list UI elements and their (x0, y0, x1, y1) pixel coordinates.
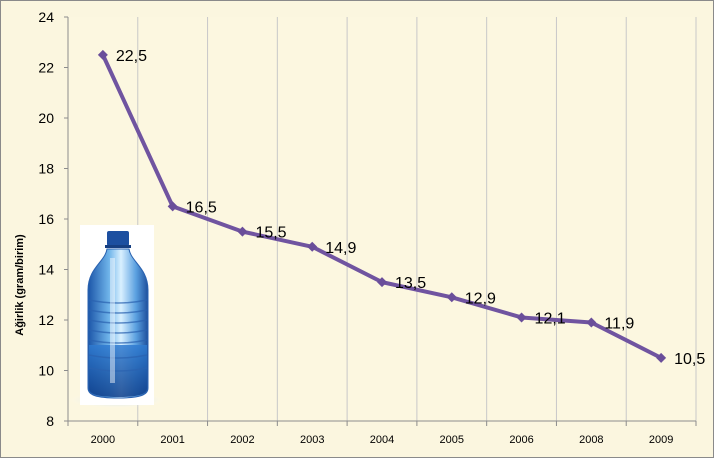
y-tick-label: 24 (38, 9, 54, 25)
plot-area (68, 17, 696, 421)
data-label: 12,1 (535, 310, 566, 327)
x-tick-label: 2000 (91, 434, 115, 446)
data-point (307, 241, 318, 252)
data-point (167, 201, 178, 212)
x-tick-label: 2005 (440, 434, 464, 446)
data-point (237, 226, 248, 237)
data-point (377, 277, 387, 288)
x-tick-label: 2008 (579, 434, 603, 446)
data-point (516, 312, 527, 323)
y-axis-label: Ağirlik (gram/birim) (14, 234, 26, 336)
y-tick-label: 20 (38, 110, 54, 126)
y-tick-label: 16 (38, 211, 54, 227)
data-label: 14,9 (325, 240, 356, 257)
data-label: 11,9 (604, 316, 634, 333)
data-label: 22,5 (116, 48, 147, 65)
x-tick-label: 2004 (370, 434, 394, 446)
x-tick-label: 2006 (509, 434, 533, 446)
x-tick-label: 2003 (300, 434, 324, 446)
y-tick-label: 8 (46, 413, 54, 429)
data-point (586, 317, 597, 328)
data-point (656, 352, 667, 363)
data-point (97, 49, 108, 60)
x-tick-label: 2001 (160, 434, 184, 446)
data-label: 10,5 (674, 351, 705, 368)
y-tick-label: 10 (38, 363, 54, 379)
y-tick-label: 12 (38, 312, 54, 328)
water-bottle-icon (69, 225, 165, 408)
data-label: 12,9 (465, 290, 496, 307)
data-label: 15,5 (255, 225, 286, 242)
y-tick-label: 22 (38, 60, 54, 76)
data-point (446, 292, 457, 303)
x-tick-label: 2009 (649, 434, 673, 446)
y-tick-label: 18 (38, 161, 54, 177)
x-tick-label: 2002 (230, 434, 254, 446)
y-tick-label: 14 (38, 262, 54, 278)
data-label: 13,5 (395, 275, 426, 292)
data-label: 16,5 (186, 199, 217, 216)
